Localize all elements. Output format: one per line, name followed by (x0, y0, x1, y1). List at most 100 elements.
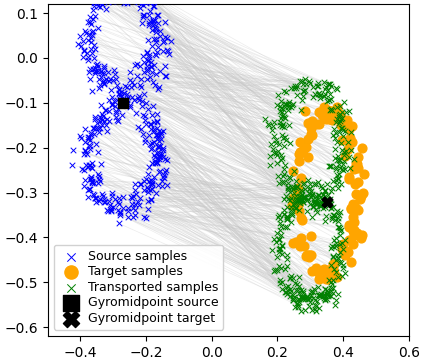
Transported samples (320, 192, 326, 198)
Target samples (358, 194, 365, 199)
Transported samples (307, 299, 313, 305)
Source samples (154, 156, 161, 162)
Transported samples (322, 199, 329, 205)
Source samples (141, 178, 148, 184)
Source samples (80, 38, 86, 44)
Transported samples (309, 203, 316, 209)
Transported samples (275, 212, 282, 218)
Source samples (112, 71, 118, 77)
Transported samples (298, 78, 305, 84)
Source samples (114, 199, 121, 205)
Source samples (148, 0, 155, 5)
Source samples (99, 111, 106, 117)
Transported samples (328, 288, 335, 293)
Target samples (354, 207, 361, 213)
Transported samples (279, 242, 286, 248)
Source samples (85, 19, 92, 24)
Source samples (130, 82, 137, 88)
Source samples (76, 33, 83, 39)
Transported samples (325, 289, 332, 294)
Transported samples (305, 78, 312, 84)
Source samples (114, 207, 121, 213)
Source samples (134, 95, 141, 101)
Transported samples (307, 201, 313, 206)
Source samples (147, 121, 153, 127)
Source samples (94, 61, 101, 67)
Transported samples (319, 185, 326, 191)
Source samples (150, 19, 156, 24)
Transported samples (268, 141, 274, 147)
Transported samples (339, 110, 346, 115)
Source samples (154, 111, 161, 117)
Source samples (156, 154, 163, 159)
Transported samples (280, 122, 287, 127)
Transported samples (290, 201, 296, 207)
Source samples (89, 29, 95, 35)
Target samples (354, 232, 361, 238)
Transported samples (273, 230, 280, 236)
Source samples (94, 25, 101, 31)
Transported samples (339, 127, 346, 132)
Source samples (145, 189, 151, 194)
Transported samples (340, 149, 347, 155)
Source samples (77, 135, 84, 141)
Target samples (294, 185, 301, 191)
Source samples (141, 214, 148, 220)
Source samples (159, 174, 166, 180)
Transported samples (287, 197, 293, 203)
Transported samples (319, 195, 326, 201)
Transported samples (321, 93, 328, 99)
Transported samples (310, 84, 316, 90)
Source samples (96, 4, 103, 10)
Transported samples (280, 171, 287, 177)
Source samples (157, 151, 164, 157)
Target samples (337, 114, 343, 119)
Target samples (289, 202, 296, 208)
Source samples (147, 63, 154, 69)
Transported samples (317, 203, 324, 209)
Transported samples (340, 167, 346, 173)
Source samples (139, 14, 146, 20)
Transported samples (273, 254, 280, 260)
Target samples (351, 232, 358, 238)
Source samples (98, 117, 105, 123)
Transported samples (307, 185, 313, 191)
Target samples (360, 171, 367, 177)
Source samples (92, 68, 99, 74)
Source samples (150, 22, 156, 28)
Source samples (112, 103, 118, 109)
Source samples (81, 148, 88, 154)
Transported samples (329, 107, 336, 113)
Target samples (325, 116, 332, 122)
Transported samples (285, 184, 292, 190)
Transported samples (321, 292, 328, 297)
Source samples (138, 104, 145, 110)
Source samples (89, 67, 96, 72)
Source samples (145, 59, 151, 64)
Source samples (148, 182, 154, 188)
Source samples (132, 62, 139, 67)
Transported samples (325, 82, 332, 87)
Target samples (343, 249, 350, 255)
Target samples (315, 268, 322, 274)
Source samples (145, 0, 152, 1)
Transported samples (312, 302, 318, 308)
Source samples (146, 20, 153, 26)
Transported samples (277, 265, 284, 270)
Transported samples (286, 103, 293, 109)
Transported samples (328, 279, 335, 285)
Source samples (89, 32, 95, 37)
Transported samples (298, 195, 304, 201)
Source samples (123, 92, 130, 98)
Source samples (87, 175, 94, 181)
Transported samples (322, 286, 329, 292)
Transported samples (293, 178, 300, 184)
Transported samples (272, 268, 279, 273)
Source samples (152, 26, 159, 32)
Transported samples (343, 109, 350, 115)
Transported samples (338, 125, 345, 131)
Transported samples (334, 86, 340, 92)
Transported samples (333, 257, 340, 263)
Source samples (88, 35, 95, 41)
Source samples (136, 97, 142, 103)
